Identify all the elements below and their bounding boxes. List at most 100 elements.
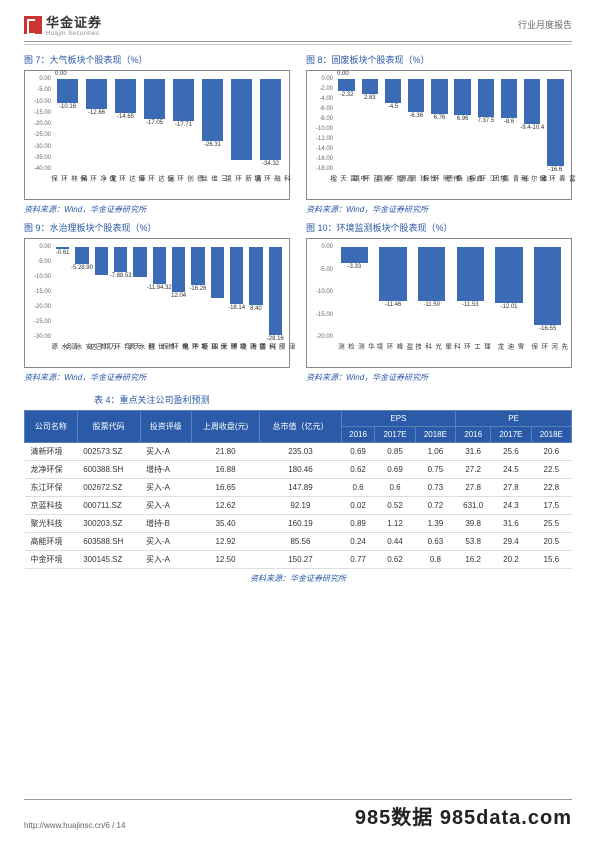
table-cell: 31.6	[491, 515, 531, 533]
table-cell: 27.8	[456, 479, 491, 497]
bar-column: -0.61清水源	[53, 247, 72, 341]
bar-column: -16.26国祯环保	[188, 247, 207, 341]
y-tick: 0.00	[27, 76, 51, 82]
table-header: 上周收盘(元)	[191, 411, 259, 443]
table-cell: 0.62	[341, 461, 375, 479]
table-cell: 0.02	[341, 497, 375, 515]
table-cell: 买入-A	[140, 497, 191, 515]
bar-column: -3.33华测检测	[335, 247, 374, 341]
chart-9: 图 9：水治理板块个股表现（%）0.00-5.00-10.00-15.00-20…	[24, 221, 290, 383]
table-cell: 92.19	[260, 497, 342, 515]
chart-title: 图 8：固废板块个股表现（%）	[306, 53, 572, 66]
table-cell: 0.24	[341, 533, 375, 551]
bar-value: -10.16	[59, 104, 76, 110]
y-tick: -15.00	[27, 289, 51, 295]
chart-source: 资料来源：Wind，华金证券研究所	[24, 204, 290, 215]
y-tick: -18.00	[309, 166, 333, 172]
bar-value: -18.14	[228, 305, 245, 311]
bar-value: -12.01	[501, 304, 518, 310]
bar-column: -14.65菲达环保	[111, 79, 140, 173]
bar-column: -16.6富春环保	[544, 79, 567, 173]
bar-value: -16.6	[549, 167, 563, 173]
table-header: 公司名称	[25, 411, 78, 443]
table-cell: 0.69	[341, 443, 375, 461]
bar-column: -11.50聚光科技	[412, 247, 451, 341]
table-cell: 0.73	[415, 479, 455, 497]
table-cell: 25.5	[531, 515, 571, 533]
y-tick: -20.00	[309, 334, 333, 340]
table-cell: 增持-A	[140, 461, 191, 479]
y-tick: -35.00	[27, 155, 51, 161]
table-source: 资料来源：华金证券研究所	[24, 573, 572, 584]
bar-column: -5.28.90巴安水务	[72, 247, 91, 341]
bar-column: -2.32中国天楹	[335, 79, 358, 173]
table-title: 表 4：重点关注公司盈利预测	[94, 393, 572, 406]
bar	[457, 247, 484, 301]
bar-value: -2.32	[340, 92, 354, 98]
table-cell: 12.92	[191, 533, 259, 551]
table-cell: 20.5	[531, 533, 571, 551]
bar-column: -17.71德创环保	[169, 79, 198, 173]
table-cell: 002672.SZ	[77, 479, 140, 497]
bar	[211, 247, 225, 298]
chart-10: 图 10：环境监测板块个股表现（%）0.00-5.00-10.00-15.00-…	[306, 221, 572, 383]
y-tick: -6.00	[309, 106, 333, 112]
y-tick: -20.00	[27, 121, 51, 127]
table-cell: 31.6	[456, 443, 491, 461]
bar	[95, 247, 109, 275]
table-cell: 25.6	[491, 443, 531, 461]
bar-column: 博天环境	[208, 247, 227, 341]
bar-label: 科融环境	[251, 175, 291, 181]
bar-column: 万邦达	[92, 247, 111, 341]
bar-value: 6.76	[434, 115, 446, 121]
chart-7: 图 7：大气板块个股表现（%）0.00-5.00-10.00-15.00-20.…	[24, 53, 290, 215]
bar-column: 清新环境	[227, 79, 256, 173]
chart-source: 资料来源：Wind，华金证券研究所	[306, 204, 572, 215]
divider	[24, 41, 572, 42]
bar	[418, 247, 445, 301]
bar-column: 6.96启迪桑德	[451, 79, 474, 173]
y-tick: -10.00	[27, 99, 51, 105]
bar-value: -28.16	[267, 336, 284, 342]
table-cell: 27.2	[456, 461, 491, 479]
table-cell: 235.03	[260, 443, 342, 461]
bar-value: 7.37.5	[477, 118, 494, 124]
table-cell: 27.8	[491, 479, 531, 497]
bar-value: 8.40	[250, 306, 262, 312]
bar	[133, 247, 147, 277]
y-tick: -10.00	[309, 126, 333, 132]
bar-value: -6.36	[409, 113, 423, 119]
bar	[172, 247, 186, 292]
table-cell: 0.77	[341, 551, 375, 569]
report-type: 行业月度报告	[518, 18, 572, 31]
table-cell: 002573.SZ	[77, 443, 140, 461]
table-cell: 0.69	[375, 461, 415, 479]
y-tick: -10.00	[309, 289, 333, 295]
y-tick: -40.00	[27, 166, 51, 172]
table-row: 中金环境300145.SZ买入-A12.50150.270.770.620.81…	[25, 551, 572, 569]
y-tick: -10.00	[27, 274, 51, 280]
bar	[524, 79, 540, 124]
bar	[114, 247, 128, 272]
page-header: 华金证券 Huajin Securities 行业月度报告	[0, 0, 596, 41]
y-tick: -14.00	[309, 146, 333, 152]
table-cell: 160.19	[260, 515, 342, 533]
zero-label: 0.00	[337, 71, 349, 77]
bar	[341, 247, 368, 263]
table-cell: 85.56	[260, 533, 342, 551]
table-cell: 15.6	[531, 551, 571, 569]
bar	[75, 247, 89, 264]
bar	[56, 247, 70, 249]
table-cell: 买入-A	[140, 551, 191, 569]
table-cell: 0.6	[341, 479, 375, 497]
table-cell: 0.8	[415, 551, 455, 569]
bar-column: 2.83瀚蓝环境	[358, 79, 381, 173]
chart-area: 0.00-5.00-10.00-15.00-20.00-3.33华测检测-11.…	[306, 238, 572, 368]
table-cell: 0.63	[415, 533, 455, 551]
bar-column: -7.88.53天翔环境	[111, 247, 130, 341]
table-subheader: 2016	[341, 427, 375, 443]
y-tick: -15.00	[27, 110, 51, 116]
table-subheader: 2017E	[375, 427, 415, 443]
y-tick: 0.00	[309, 76, 333, 82]
table-cell: 0.72	[415, 497, 455, 515]
